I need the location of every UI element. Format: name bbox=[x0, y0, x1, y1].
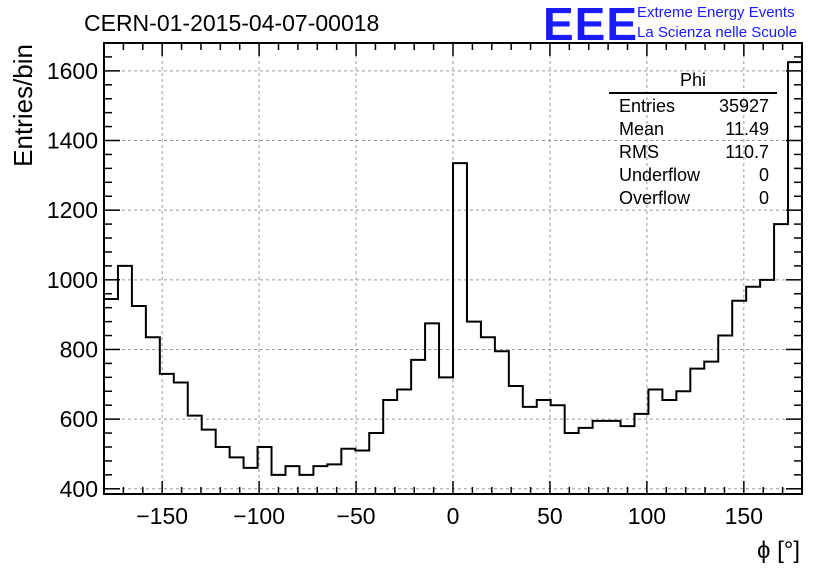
stats-value: 11.49 bbox=[725, 119, 769, 139]
histogram-bin bbox=[467, 322, 481, 494]
histogram-bin bbox=[704, 362, 718, 494]
x-tick-label: 100 bbox=[628, 503, 666, 529]
stats-label: Mean bbox=[619, 119, 665, 139]
x-tick-label: −150 bbox=[136, 503, 188, 529]
histogram-bin bbox=[118, 266, 132, 494]
histogram-bin bbox=[523, 407, 537, 494]
histogram-bin bbox=[397, 390, 411, 494]
stats-label: Entries bbox=[619, 96, 676, 116]
histogram-bin bbox=[313, 466, 327, 494]
histogram-bin bbox=[495, 351, 509, 494]
stats-value: 0 bbox=[758, 188, 769, 208]
histogram-bin bbox=[369, 433, 383, 494]
histogram-bin bbox=[690, 369, 704, 494]
y-tick-label: 600 bbox=[60, 406, 98, 432]
stats-value: 0 bbox=[758, 165, 769, 185]
histogram-bin bbox=[327, 464, 341, 494]
histogram-bin bbox=[662, 400, 676, 494]
y-tick-label: 800 bbox=[60, 336, 98, 362]
chart-title: CERN-01-2015-04-07-00018 bbox=[84, 10, 380, 36]
histogram-bin bbox=[509, 386, 523, 494]
y-tick-label: 1000 bbox=[47, 267, 98, 293]
histogram-bin bbox=[160, 374, 174, 494]
histogram-bin bbox=[104, 299, 118, 494]
histogram-bin bbox=[621, 426, 635, 494]
stats-row-rms: RMS 110.7 bbox=[609, 141, 779, 164]
histogram-bin bbox=[216, 447, 230, 494]
histogram-series bbox=[104, 61, 802, 494]
stats-row-mean: Mean 11.49 bbox=[609, 118, 779, 141]
y-tick-label: 1200 bbox=[47, 197, 98, 223]
x-tick-label: 50 bbox=[537, 503, 563, 529]
histogram-bin bbox=[411, 360, 425, 494]
x-tick-label: 150 bbox=[725, 503, 763, 529]
y-tick-label: 400 bbox=[60, 476, 98, 502]
histogram-bin bbox=[607, 421, 621, 494]
y-tick-label: 1400 bbox=[47, 128, 98, 154]
x-tick-label: −100 bbox=[233, 503, 285, 529]
histogram-bin bbox=[760, 280, 774, 494]
logo-line-1: Extreme Energy Events bbox=[637, 4, 795, 21]
histogram-bin bbox=[355, 450, 369, 494]
histogram-bin bbox=[132, 306, 146, 494]
stats-value: 110.7 bbox=[725, 142, 769, 162]
histogram-bin bbox=[481, 337, 495, 494]
histogram-bin bbox=[202, 430, 216, 494]
histogram-bin bbox=[188, 416, 202, 494]
histogram-bin bbox=[565, 433, 579, 494]
histogram-bin bbox=[774, 224, 788, 494]
histogram-bin bbox=[593, 421, 607, 494]
y-axis-label: Entries/bin bbox=[8, 44, 38, 167]
histogram-bin bbox=[453, 163, 467, 494]
histogram-bin bbox=[732, 301, 746, 494]
stats-title: Phi bbox=[609, 70, 777, 94]
stats-value: 35927 bbox=[718, 96, 769, 116]
histogram-bin bbox=[341, 449, 355, 494]
histogram-bin bbox=[299, 475, 313, 494]
histogram-bin bbox=[718, 336, 732, 494]
histogram-outline bbox=[104, 61, 802, 476]
x-tick-label: 0 bbox=[447, 503, 460, 529]
histogram-bin bbox=[579, 428, 593, 494]
histogram-bin bbox=[383, 400, 397, 494]
x-axis-label: ϕ [°] bbox=[757, 537, 800, 564]
y-tick-label: 1600 bbox=[47, 58, 98, 84]
histogram-bin bbox=[676, 391, 690, 494]
histogram-bin bbox=[537, 400, 551, 494]
stats-row-overflow: Overflow 0 bbox=[609, 187, 779, 210]
stats-box: Phi Entries 35927 Mean 11.49 RMS 110.7 U… bbox=[609, 70, 779, 210]
x-tick-label: −50 bbox=[337, 503, 376, 529]
histogram-bin bbox=[648, 390, 662, 494]
eee-logo: EEE bbox=[543, 0, 639, 50]
histogram-bin bbox=[746, 287, 760, 494]
histogram-bin bbox=[244, 468, 258, 494]
stats-label: RMS bbox=[619, 142, 659, 162]
histogram-bin bbox=[551, 405, 565, 494]
histogram-bin bbox=[230, 457, 244, 494]
histogram-bin bbox=[146, 337, 160, 494]
y-tick-labels: 400 600 800 1000 1200 1400 1600 bbox=[47, 58, 98, 502]
stats-label: Overflow bbox=[619, 188, 691, 208]
histogram-bin bbox=[425, 323, 439, 494]
logo-line-2: La Scienza nelle Scuole bbox=[637, 24, 798, 41]
histogram-bin bbox=[174, 383, 188, 494]
stats-row-underflow: Underflow 0 bbox=[609, 164, 779, 187]
histogram-bin bbox=[439, 377, 453, 494]
stats-label: Underflow bbox=[619, 165, 701, 185]
axis-ticks bbox=[103, 42, 803, 494]
x-tick-labels: −150 −100 −50 0 50 100 150 bbox=[136, 503, 763, 529]
stats-row-entries: Entries 35927 bbox=[609, 95, 779, 118]
